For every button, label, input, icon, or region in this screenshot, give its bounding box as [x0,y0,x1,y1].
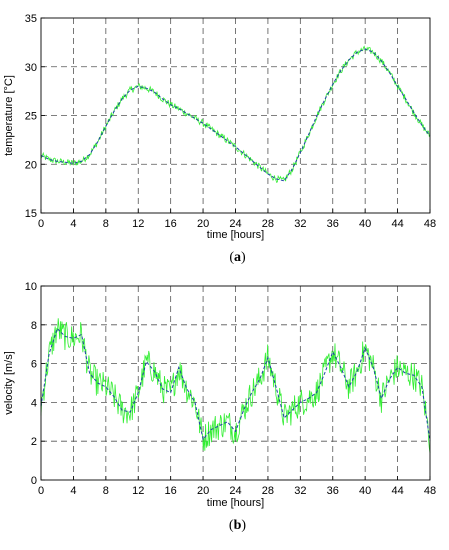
x-tick-label: 20 [197,218,209,230]
x-tick-label: 4 [70,218,76,230]
y-tick-label: 8 [31,320,37,332]
y-tick-label: 6 [31,359,37,371]
y-tick-label: 15 [25,208,37,220]
x-tick-label: 44 [391,485,403,497]
x-tick-label: 24 [229,218,241,230]
x-tick-label: 40 [359,485,371,497]
x-tick-label: 36 [327,218,339,230]
x-tick-label: 12 [132,218,144,230]
y-tick-label: 4 [31,397,37,409]
y-tick-label: 20 [25,159,37,171]
x-tick-label: 28 [262,218,274,230]
panel-label: (a) [229,250,246,265]
x-tick-label: 48 [424,218,436,230]
x-axis-title: time [hours] [207,497,264,509]
y-tick-label: 35 [25,13,37,25]
x-tick-label: 20 [197,485,209,497]
series-line-model [40,48,431,182]
y-tick-label: 25 [25,111,37,123]
x-tick-label: 0 [38,218,44,230]
x-tick-label: 40 [359,218,371,230]
x-tick-label: 32 [294,218,306,230]
panel-label: (b) [229,518,246,533]
x-tick-label: 28 [262,485,274,497]
x-tick-label: 48 [424,485,436,497]
x-tick-label: 12 [132,485,144,497]
x-tick-label: 16 [165,485,177,497]
x-tick-label: 8 [103,218,109,230]
x-axis-title: time [hours] [207,229,264,241]
y-tick-label: 10 [25,281,37,293]
x-tick-label: 8 [103,485,109,497]
y-tick-label: 0 [31,475,37,487]
y-tick-label: 30 [25,62,37,74]
y-axis-title: temperature [°C] [3,75,15,156]
x-tick-label: 4 [70,485,76,497]
y-tick-label: 2 [31,436,37,448]
y-axis-title: velocity [m/s] [3,351,15,415]
x-tick-label: 16 [165,218,177,230]
x-tick-label: 44 [391,218,403,230]
x-tick-label: 24 [229,485,241,497]
series-line-model [40,327,431,442]
x-tick-label: 0 [38,485,44,497]
x-tick-label: 36 [327,485,339,497]
x-tick-label: 32 [294,485,306,497]
